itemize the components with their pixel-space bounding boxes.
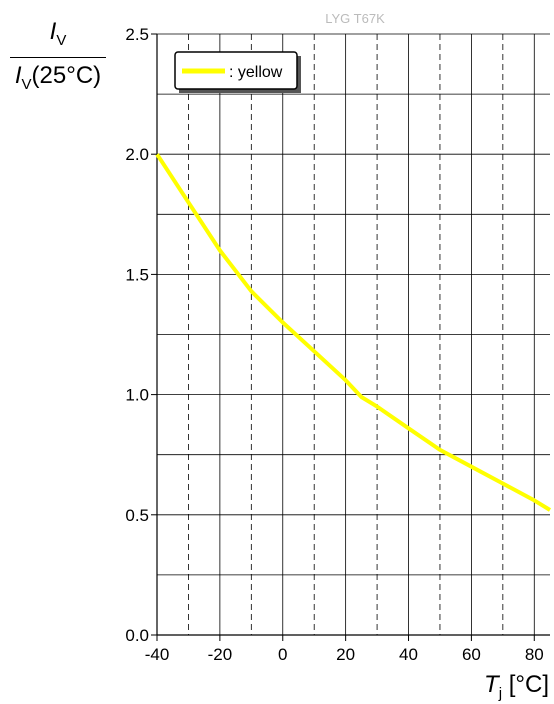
x-tick-label: 60	[462, 645, 481, 664]
x-tick-label: 80	[525, 645, 544, 664]
legend-label: : yellow	[229, 64, 283, 81]
x-tick-label: -20	[208, 645, 233, 664]
series-layer	[155, 153, 552, 512]
y-tick-label: 0.0	[125, 626, 149, 645]
y-label-fraction-bar	[10, 56, 106, 58]
y-tick-label: 2.5	[125, 25, 149, 44]
grid-layer	[156, 33, 550, 636]
y-tick-label: 2.0	[125, 145, 149, 164]
legend-box	[174, 51, 298, 90]
legend: : yellow	[174, 51, 301, 93]
x-axis-label: Tj [°C]	[484, 671, 549, 702]
y-tick-label: 0.5	[125, 506, 149, 525]
y-label-denominator: IV(25°C)	[14, 61, 102, 93]
x-tick-label: 40	[399, 645, 418, 664]
x-tick-label: 20	[336, 645, 355, 664]
y-axis-label: IV IV(25°C)	[6, 18, 110, 99]
y-label-numerator: IV	[49, 18, 67, 49]
x-tick-label: 0	[278, 645, 287, 664]
x-tick-label: -40	[145, 645, 170, 664]
tick-layer: 0.0 0.5 1.0 1.5 2.0 2.5 -40 -20 0 20 40 60 80	[125, 25, 543, 664]
series-line-yellow	[155, 153, 552, 512]
y-tick-label: 1.0	[125, 386, 149, 405]
chart-title: LYG T67K	[325, 11, 385, 26]
y-tick-label: 1.5	[125, 265, 149, 284]
